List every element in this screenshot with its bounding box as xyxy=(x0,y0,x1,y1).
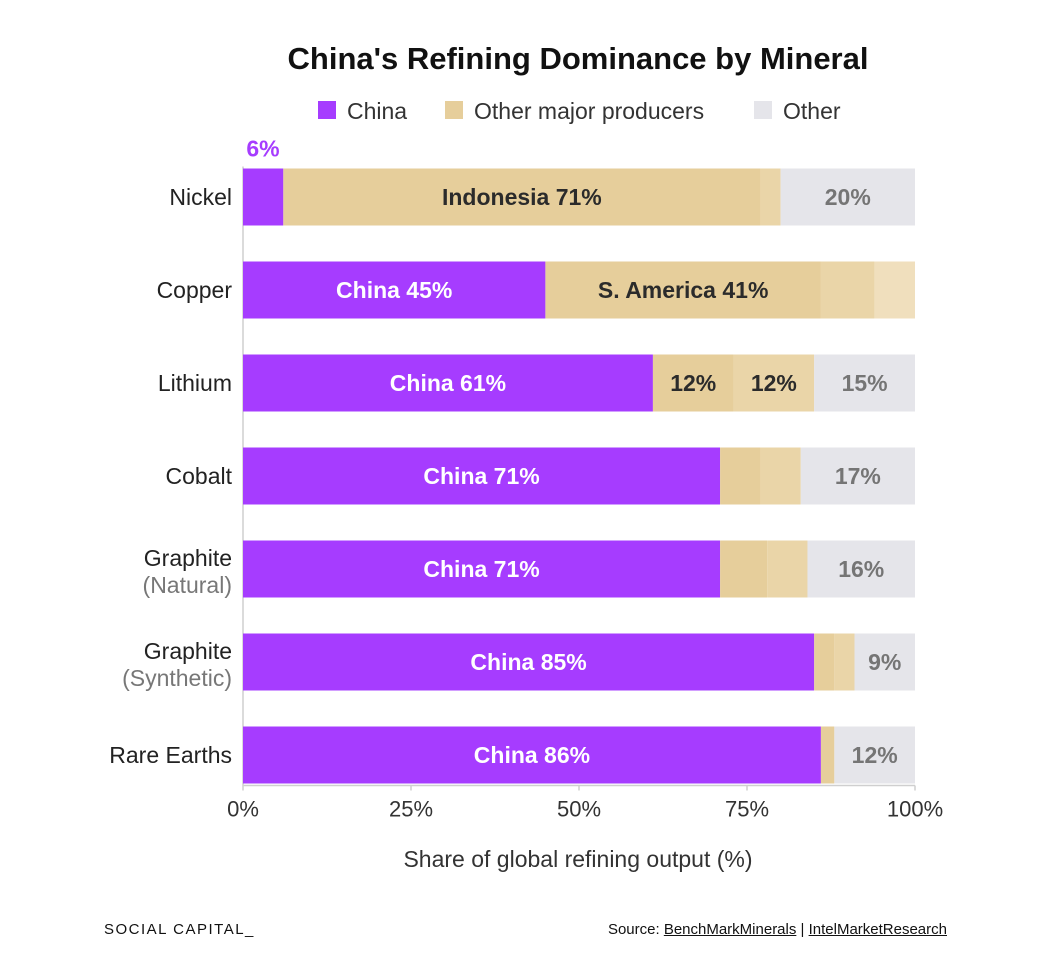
data-label-lithium-1: 12% xyxy=(670,370,716,396)
bar-segment-cobalt-china-0 xyxy=(243,447,721,505)
bar-segment-graphite-synthetic-china-0 xyxy=(243,633,815,691)
data-label-copper-1: S. America 41% xyxy=(598,277,768,303)
x-tick-label-2: 50% xyxy=(557,797,601,822)
x-tick-label-1: 25% xyxy=(389,797,433,822)
source-separator: | xyxy=(796,921,809,938)
category-sublabel-graphite-natural: (Natural) xyxy=(143,572,232,598)
bar-segment-cobalt-other-3 xyxy=(800,447,915,505)
data-label-cobalt-3: 17% xyxy=(835,463,881,489)
category-label-graphite-synthetic: Graphite xyxy=(144,638,232,664)
x-axis-title: Share of global refining output (%) xyxy=(403,846,752,872)
y-axis: NickelCopperLithiumCobaltGraphite(Natura… xyxy=(109,166,244,786)
category-label-cobalt: Cobalt xyxy=(166,463,233,489)
chart-title: China's Refining Dominance by Mineral xyxy=(288,41,869,76)
source-prefix: Source: xyxy=(607,921,664,938)
bar-segment-copper-major-3 xyxy=(874,261,915,319)
bar-segment-copper-china-0 xyxy=(243,261,546,319)
category-label-graphite-natural: Graphite xyxy=(144,545,232,571)
data-label-graphite-synthetic-3: 9% xyxy=(868,649,901,675)
data-label-lithium-3: 15% xyxy=(842,370,888,396)
x-tick-label-3: 75% xyxy=(725,797,769,822)
data-label-graphite-synthetic-0: China 85% xyxy=(470,649,586,675)
data-label-nickel-0: 6% xyxy=(246,136,279,162)
x-tick-label-0: 0% xyxy=(227,797,259,822)
bar-segment-cobalt-major-2 xyxy=(760,447,801,505)
bar-segment-graphite-synthetic-major-1 xyxy=(814,633,835,691)
data-label-nickel-3: 20% xyxy=(825,184,871,210)
legend-swatch-other-major-producers xyxy=(445,101,463,119)
data-label-lithium-2: 12% xyxy=(751,370,797,396)
category-label-nickel: Nickel xyxy=(169,184,232,210)
source-link-benchmarkminerals[interactable]: BenchMarkMinerals xyxy=(663,921,797,938)
x-axis: 0% 25% 50% 75% 100% xyxy=(227,784,943,822)
source-link-intelmarketresearch[interactable]: IntelMarketResearch xyxy=(808,921,947,938)
bars: 6% Indonesia 71% 20% China 45% S. America 41… xyxy=(243,136,915,784)
category-sublabel-graphite-synthetic: (Synthetic) xyxy=(122,665,232,691)
legend-swatch-other xyxy=(754,101,772,119)
bar-segment-nickel-major-1 xyxy=(283,168,761,226)
data-label-rare-earths-2: 12% xyxy=(852,742,898,768)
data-label-rare-earths-0: China 86% xyxy=(474,742,590,768)
bar-segment-rare-earths-other-2 xyxy=(834,726,915,784)
legend-label-other-major-producers: Other major producers xyxy=(474,98,704,124)
data-label-lithium-0: China 61% xyxy=(390,370,506,396)
category-label-rare-earths: Rare Earths xyxy=(109,742,232,768)
bar-segment-nickel-china-0 xyxy=(243,168,284,226)
bar-segment-copper-major-2 xyxy=(820,261,875,319)
legend-label-other: Other xyxy=(783,98,841,124)
bar-segment-rare-earths-china-0 xyxy=(243,726,821,784)
bar-segment-graphite-natural-other-3 xyxy=(807,540,915,598)
x-tick-label-4: 100% xyxy=(887,797,943,822)
data-label-graphite-natural-3: 16% xyxy=(838,556,884,582)
bar-segment-graphite-natural-china-0 xyxy=(243,540,721,598)
bar-segment-lithium-china-0 xyxy=(243,354,653,412)
bar-segment-nickel-other-3 xyxy=(780,168,915,226)
bar-segment-nickel-major-2 xyxy=(760,168,781,226)
brand-logo: SOCIAL CAPITAL_ xyxy=(104,921,255,938)
legend: China Other major producers Other xyxy=(318,98,841,124)
legend-swatch-china xyxy=(318,101,336,119)
bar-segment-lithium-other-3 xyxy=(814,354,915,412)
bar-segment-rare-earths-major-1 xyxy=(820,726,835,784)
data-label-nickel-1: Indonesia 71% xyxy=(442,184,602,210)
data-label-copper-0: China 45% xyxy=(336,277,452,303)
category-label-copper: Copper xyxy=(157,277,233,303)
bar-segment-graphite-natural-major-1 xyxy=(720,540,768,598)
bar-segment-lithium-major-1 xyxy=(652,354,734,412)
bar-segment-graphite-natural-major-2 xyxy=(767,540,808,598)
category-label-lithium: Lithium xyxy=(158,370,232,396)
bar-segment-graphite-synthetic-major-2 xyxy=(834,633,855,691)
chart-canvas: China's Refining Dominance by Mineral Ch… xyxy=(109,41,943,872)
bar-segment-graphite-synthetic-other-3 xyxy=(854,633,915,691)
bar-segment-cobalt-major-1 xyxy=(720,447,761,505)
bar-segment-copper-major-1 xyxy=(545,261,821,319)
bar-segment-lithium-major-2 xyxy=(733,354,815,412)
data-label-cobalt-0: China 71% xyxy=(423,463,539,489)
legend-label-china: China xyxy=(347,98,407,124)
data-label-graphite-natural-0: China 71% xyxy=(423,556,539,582)
source-credit: Source: BenchMarkMinerals | IntelMarketR… xyxy=(608,918,947,942)
